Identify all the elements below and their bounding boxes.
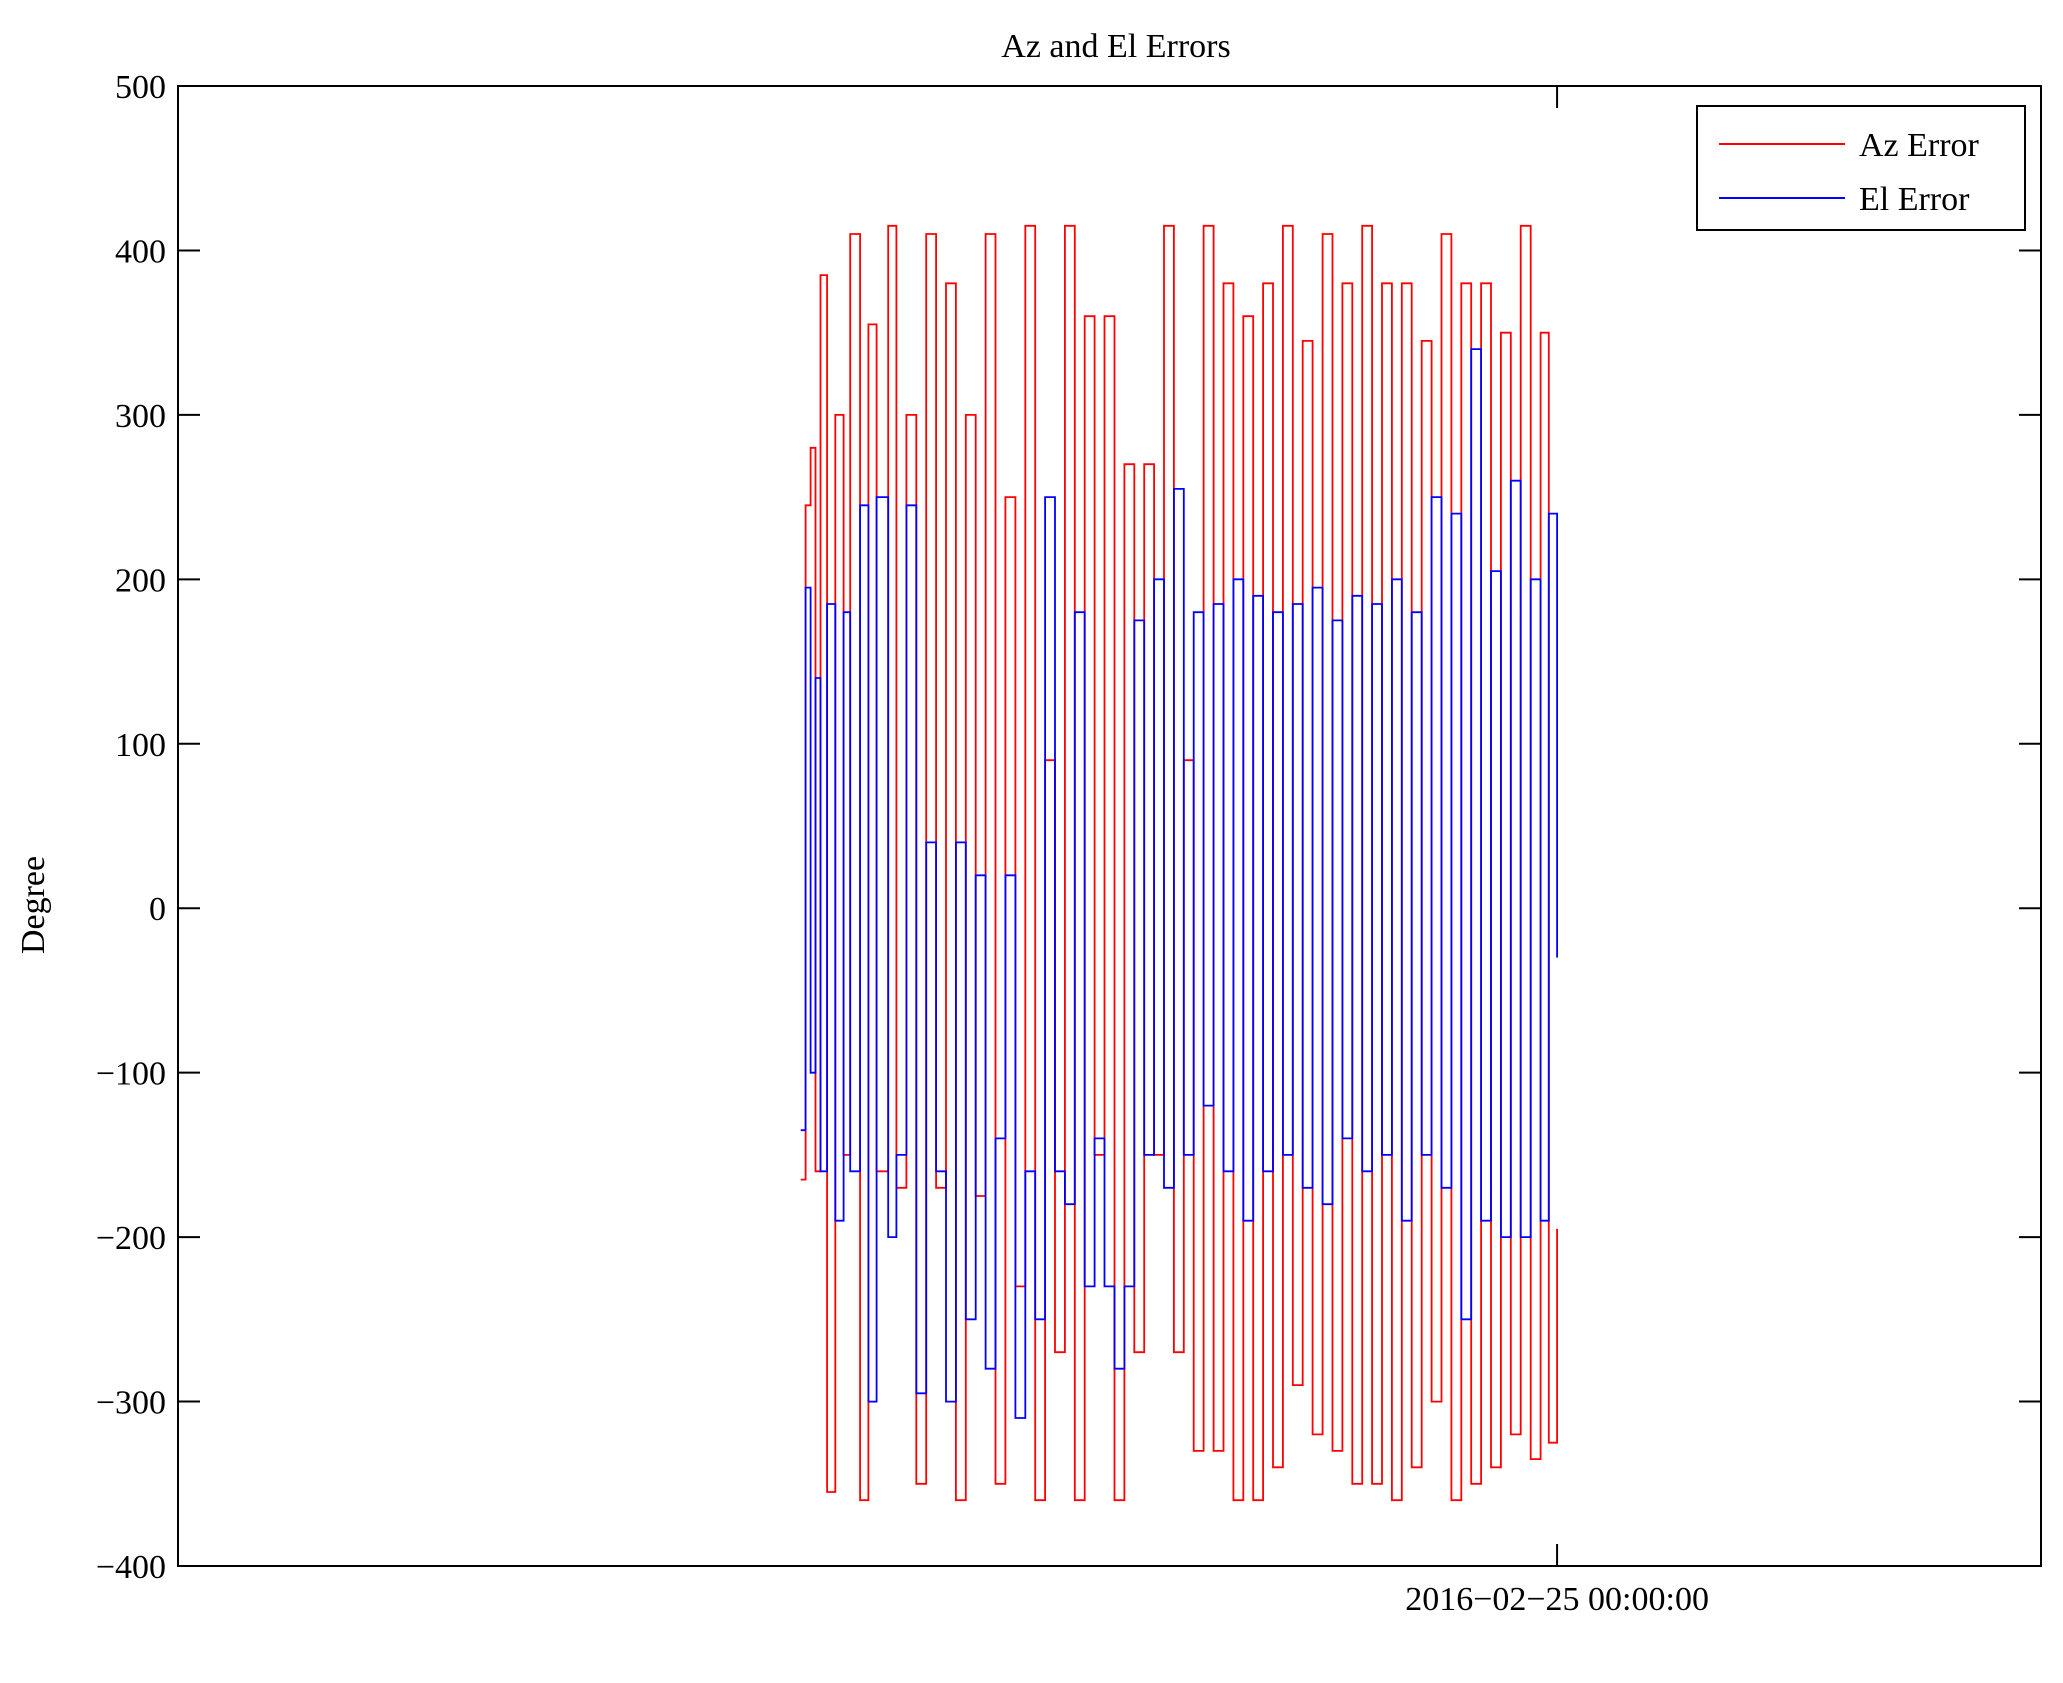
- x-axis-ticks: 2016−02−25 00:00:00: [1405, 86, 1709, 1618]
- x-tick-label: 2016−02−25 00:00:00: [1405, 1581, 1709, 1618]
- plot-area-frame: [177, 85, 2042, 1567]
- series-layer: [800, 224, 1558, 1502]
- y-tick-label: 300: [115, 398, 166, 435]
- y-tick-label: −300: [96, 1385, 166, 1422]
- y-tick-label: 200: [115, 562, 166, 599]
- y-tick-label: 0: [149, 891, 166, 928]
- y-axis-label: Degree: [15, 856, 52, 954]
- chart-title: Az and El Errors: [1001, 28, 1230, 65]
- y-axis-ticks: 500 400 300 200 100 0 −100 −200 −300 −400: [96, 69, 2041, 1586]
- y-tick-label: −200: [96, 1220, 166, 1257]
- y-tick-label: 500: [115, 69, 166, 106]
- y-tick-label: −400: [96, 1549, 166, 1586]
- legend-box: [1696, 105, 2026, 231]
- legend-label: Az Error: [1859, 127, 1980, 164]
- y-tick-label: −100: [96, 1056, 166, 1093]
- y-tick-label: 400: [115, 233, 166, 270]
- legend-label: El Error: [1859, 181, 1970, 218]
- legend: Az Error El Error: [1696, 105, 2026, 231]
- y-tick-label: 100: [115, 727, 166, 764]
- series-line-el-error: [800, 348, 1558, 1419]
